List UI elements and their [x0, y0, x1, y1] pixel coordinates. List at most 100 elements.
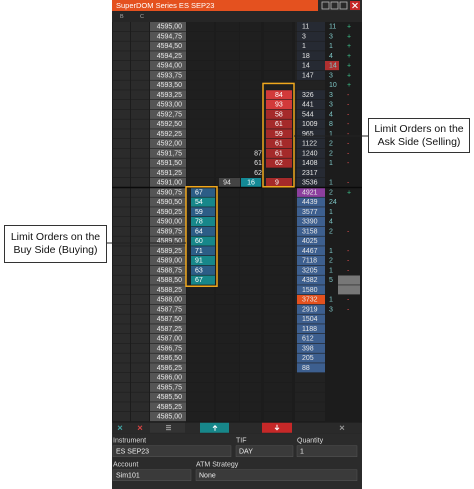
- account-field[interactable]: [112, 469, 192, 481]
- volume: 3577: [302, 209, 318, 216]
- dom-button[interactable]: [113, 422, 130, 433]
- delta: 3: [329, 102, 333, 109]
- c-cell: [131, 168, 149, 178]
- buy-order-cell: [191, 187, 215, 197]
- price-cell: [150, 31, 186, 41]
- price: 4587,25: [157, 326, 182, 333]
- buy-cell: [187, 100, 214, 110]
- sell-order-cell: [266, 158, 292, 168]
- volume-bg: [297, 90, 325, 100]
- volume: 1188: [302, 326, 317, 333]
- sell-cell: [264, 31, 292, 41]
- volume: 3205: [302, 267, 318, 274]
- bid-cell: [216, 51, 239, 61]
- sign: +: [347, 53, 351, 60]
- sell-cell: [264, 412, 292, 422]
- bid-cell: [216, 373, 239, 383]
- atm: None: [199, 472, 216, 479]
- volume-cell: [295, 412, 325, 422]
- c-cell: [131, 373, 149, 383]
- delta: 4: [329, 111, 333, 118]
- window-title: SuperDOM Series ES SEP23: [116, 1, 214, 10]
- bid-cell: [216, 139, 239, 149]
- price-cell: [150, 265, 186, 275]
- ask-cell: [240, 31, 261, 41]
- ctrl-button[interactable]: [330, 1, 339, 10]
- buy-order-cell: [191, 265, 215, 275]
- quantity-field[interactable]: [296, 445, 358, 457]
- atm-field[interactable]: [195, 469, 358, 481]
- volume-bg: [297, 217, 325, 227]
- b-cell: [113, 109, 130, 119]
- instrument-field[interactable]: [112, 445, 232, 457]
- sign: -: [347, 297, 350, 304]
- price-cell: [150, 256, 186, 266]
- price-cell: [150, 373, 186, 383]
- sell-cell: [264, 343, 292, 353]
- ask-cell: [240, 197, 261, 207]
- volume-bg: [297, 148, 325, 158]
- sell-cell: [264, 392, 292, 402]
- delta: 1: [329, 43, 333, 50]
- c-cell: [131, 226, 149, 236]
- price: 4588,75: [157, 267, 182, 274]
- volume-bg: [297, 187, 325, 197]
- buy-cell: [187, 178, 214, 188]
- buy-order-cell: [191, 246, 215, 256]
- price: 4589,50: [157, 238, 182, 245]
- c-cell: [131, 275, 149, 285]
- volume-bg: [297, 324, 325, 334]
- delta: 14: [329, 63, 337, 70]
- ask-cell: [240, 226, 261, 236]
- quantity: 1: [300, 448, 304, 455]
- b-cell: [113, 148, 130, 158]
- bid-cell: [216, 31, 239, 41]
- volume-bg: [297, 119, 325, 129]
- volume: 965: [302, 131, 314, 138]
- volume: 612: [302, 336, 314, 343]
- volume: 326: [302, 92, 314, 99]
- instrument-label: Instrument: [113, 438, 146, 445]
- sell-order: 61: [275, 121, 283, 128]
- ask-cell: [240, 119, 261, 129]
- price: 4589,25: [157, 248, 182, 255]
- tif-field[interactable]: [235, 445, 294, 457]
- x-icon: [137, 425, 143, 431]
- ask: 62: [254, 170, 262, 177]
- b-cell: [113, 22, 130, 32]
- volume: 88: [302, 365, 310, 372]
- volume: 3390: [302, 219, 318, 226]
- delta: 5: [329, 277, 333, 284]
- bid-cell: [216, 22, 239, 32]
- ask-cell: [240, 158, 261, 168]
- sell-cell: [264, 275, 292, 285]
- price-cell: [150, 412, 186, 422]
- c-cell: [131, 256, 149, 266]
- ask-cell: [240, 324, 261, 334]
- ask-cell: [240, 90, 261, 100]
- price: 4586,25: [157, 365, 182, 372]
- ask-cell: [240, 402, 261, 412]
- volume-bg: [297, 178, 325, 188]
- price: 4591,25: [157, 170, 182, 177]
- sign: +: [347, 33, 351, 40]
- price: 4594,25: [157, 53, 182, 60]
- ctrl-button[interactable]: [339, 1, 348, 10]
- b-cell: [113, 139, 130, 149]
- price: 4595,00: [157, 24, 182, 31]
- price-cell: [150, 61, 186, 71]
- volume: 14: [302, 63, 310, 70]
- buy-cell: [187, 158, 214, 168]
- ctrl-button[interactable]: [321, 1, 330, 10]
- ask-cell: [240, 148, 261, 158]
- c-cell: [131, 90, 149, 100]
- volume: 205: [302, 355, 314, 362]
- price: 4585,75: [157, 384, 182, 391]
- ask: 61: [254, 160, 262, 167]
- price: 4589,75: [157, 228, 182, 235]
- buy-cell: [187, 382, 214, 392]
- volume-bg: [297, 197, 325, 207]
- bid-cell: [216, 119, 239, 129]
- delta: 1: [329, 131, 333, 138]
- buy-cell: [187, 314, 214, 324]
